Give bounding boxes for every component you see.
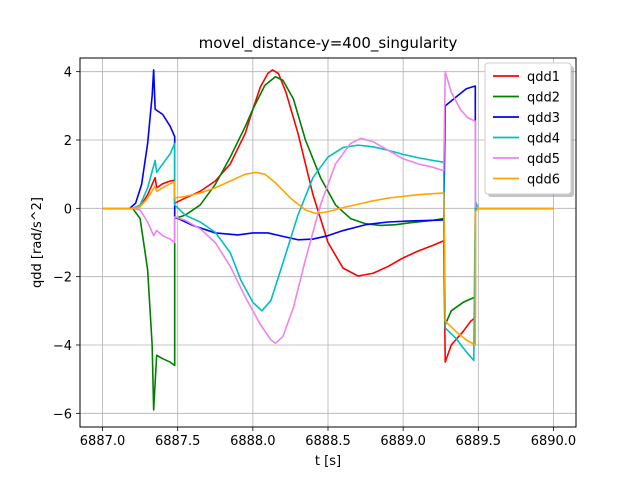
series-line-qdd5 — [102, 70, 554, 345]
y-tick-label: 4 — [64, 66, 72, 81]
legend-label-qdd1: qdd1 — [527, 70, 560, 85]
x-axis-ticks: 6887.0 6887.5 6888.0 6888.5 6889.0 6889.5 6890… — [80, 427, 576, 449]
x-tick-label: 6887.5 — [155, 434, 201, 449]
legend-label-qdd4: qdd4 — [527, 132, 560, 147]
legend-label-qdd3: qdd3 — [527, 111, 560, 126]
legend-label-qdd2: qdd2 — [527, 91, 560, 106]
legend-label-qdd6: qdd6 — [527, 173, 560, 188]
x-tick-label: 6887.0 — [80, 434, 126, 449]
legend-label-qdd5: qdd5 — [527, 152, 560, 167]
series-line-qdd1 — [102, 69, 554, 363]
x-tick-label: 6888.5 — [305, 434, 351, 449]
chart-title: movel_distance-y=400_singularity — [199, 34, 458, 53]
legend: qdd1 qdd2 qdd3 qdd4 qdd5 qdd6 — [484, 62, 574, 197]
x-tick-label: 6888.0 — [230, 434, 276, 449]
y-tick-label: −4 — [53, 339, 72, 354]
series-line-qdd4 — [102, 142, 554, 362]
y-tick-label: −2 — [53, 271, 72, 286]
x-axis-title: t [s] — [315, 454, 341, 469]
series-line-qdd2 — [102, 75, 554, 411]
x-tick-label: 6889.0 — [380, 434, 426, 449]
series-line-qdd3 — [102, 69, 554, 241]
x-tick-label: 6890.0 — [531, 434, 577, 449]
y-axis-ticks: −6 −4 −2 0 2 4 — [53, 66, 80, 422]
y-tick-label: 0 — [64, 202, 72, 217]
y-tick-label: −6 — [53, 407, 72, 422]
y-axis-title: qdd [rad/s^2] — [30, 197, 45, 288]
x-tick-label: 6889.5 — [456, 434, 502, 449]
y-tick-label: 2 — [64, 134, 72, 149]
series-lines — [102, 69, 554, 411]
series-line-qdd6 — [102, 171, 554, 346]
